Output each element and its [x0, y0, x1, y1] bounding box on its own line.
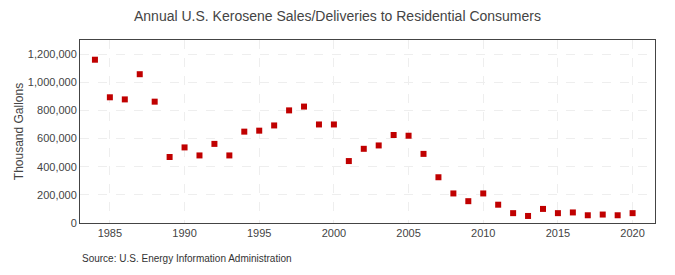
svg-text:1,000,000: 1,000,000 — [28, 76, 77, 88]
svg-text:2015: 2015 — [546, 227, 570, 239]
svg-text:400,000: 400,000 — [37, 161, 77, 173]
svg-text:Annual U.S. Kerosene Sales/Del: Annual U.S. Kerosene Sales/Deliveries to… — [134, 8, 541, 24]
svg-text:800,000: 800,000 — [37, 104, 77, 116]
svg-text:Source: U.S. Energy Informatio: Source: U.S. Energy Information Administ… — [82, 253, 292, 264]
svg-text:600,000: 600,000 — [37, 132, 77, 144]
svg-text:Thousand Gallons: Thousand Gallons — [12, 83, 26, 180]
svg-text:2000: 2000 — [322, 227, 346, 239]
svg-text:200,000: 200,000 — [37, 189, 77, 201]
svg-text:1990: 1990 — [172, 227, 196, 239]
svg-text:1,200,000: 1,200,000 — [28, 48, 77, 60]
svg-text:2020: 2020 — [620, 227, 644, 239]
svg-text:1985: 1985 — [98, 227, 122, 239]
svg-text:1995: 1995 — [247, 227, 271, 239]
svg-text:0: 0 — [71, 217, 77, 229]
svg-text:2005: 2005 — [396, 227, 420, 239]
svg-text:2010: 2010 — [471, 227, 495, 239]
